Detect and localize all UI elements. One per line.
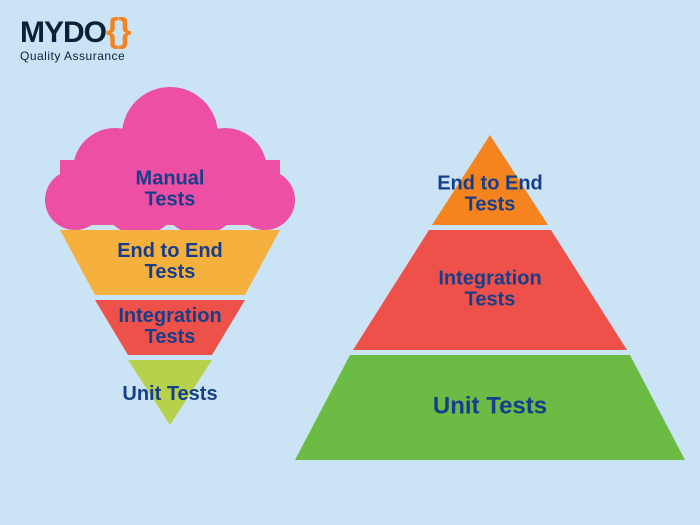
diagram-canvas: ManualTestsEnd to EndTestsIntegrationTes… (0, 0, 700, 525)
cone-unit-label: Unit Tests (122, 383, 217, 405)
cone-manual (45, 87, 295, 235)
pyramid-unit-label: Unit Tests (433, 393, 547, 420)
cone-manual-label: ManualTests (136, 168, 205, 211)
